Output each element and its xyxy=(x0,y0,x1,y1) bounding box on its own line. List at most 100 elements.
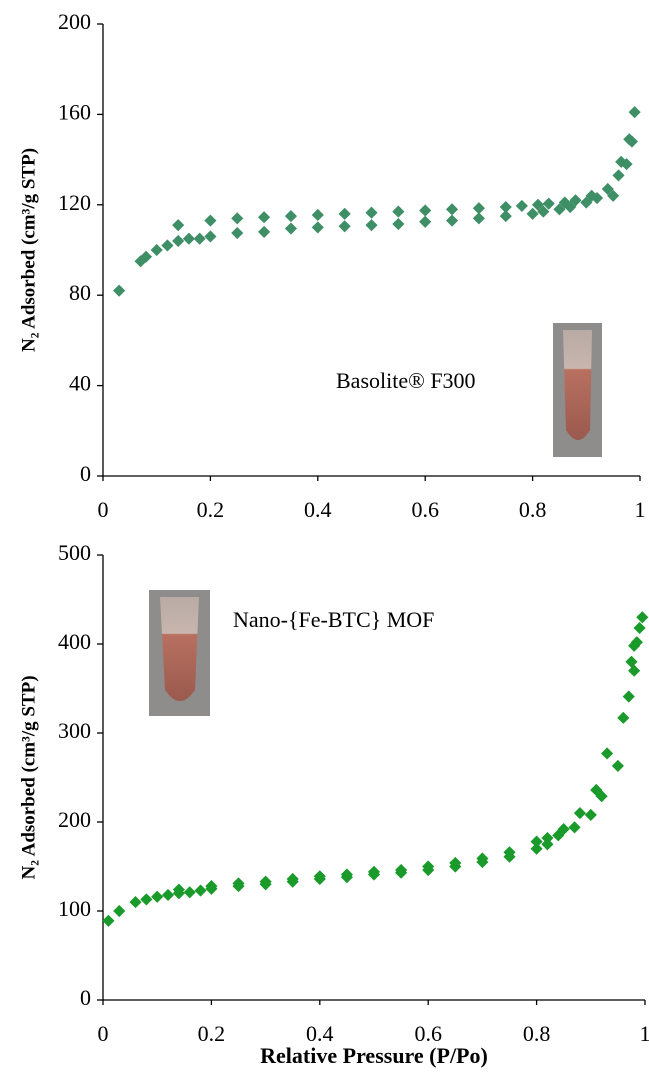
point xyxy=(472,212,485,225)
point xyxy=(515,199,528,212)
point xyxy=(590,191,604,205)
point xyxy=(258,211,271,224)
y-tick-label: 80 xyxy=(69,280,91,305)
point xyxy=(531,198,545,211)
point xyxy=(419,215,432,228)
point xyxy=(258,225,271,238)
point xyxy=(113,904,126,918)
y-tick-label: 40 xyxy=(69,371,91,396)
point xyxy=(600,747,614,760)
point xyxy=(445,214,459,227)
point xyxy=(590,783,603,797)
point xyxy=(625,135,639,148)
point xyxy=(601,182,614,196)
point xyxy=(537,205,550,218)
x-tick-label: 1 xyxy=(635,497,646,522)
y-tick-label: 100 xyxy=(58,896,91,921)
annotation: Basolite® F300 xyxy=(336,368,476,393)
point xyxy=(422,860,435,873)
point xyxy=(392,217,405,231)
point xyxy=(392,205,405,218)
point xyxy=(503,846,516,859)
y-axis-label: N₂ Adsorbed (cm³/g STP) xyxy=(18,675,39,879)
point xyxy=(625,655,638,668)
point xyxy=(204,214,217,227)
point xyxy=(620,158,633,171)
point xyxy=(286,872,299,886)
point xyxy=(569,194,582,207)
annotation: Nano-{Fe-BTC} MOF xyxy=(233,607,434,632)
point xyxy=(172,234,185,248)
point xyxy=(568,821,581,834)
x-tick-label: 0 xyxy=(98,497,109,522)
x-tick-label: 0.2 xyxy=(197,497,225,522)
y-tick-label: 200 xyxy=(58,9,91,34)
point xyxy=(232,877,245,890)
point xyxy=(633,621,646,635)
point xyxy=(472,202,485,215)
point xyxy=(150,243,163,257)
point xyxy=(557,823,570,836)
point xyxy=(172,883,185,896)
point xyxy=(183,886,196,899)
point xyxy=(530,842,543,855)
point xyxy=(499,210,512,223)
point xyxy=(612,169,625,182)
y-tick-label: 0 xyxy=(80,461,91,486)
point xyxy=(530,835,543,848)
point xyxy=(311,221,324,234)
y-tick-label: 0 xyxy=(80,985,91,1010)
point xyxy=(140,893,153,906)
point xyxy=(580,196,593,209)
point xyxy=(449,856,462,870)
point xyxy=(542,197,555,210)
point xyxy=(340,868,353,881)
point xyxy=(622,690,635,703)
point xyxy=(194,884,207,897)
point xyxy=(284,210,298,223)
x-tick-label: 0.6 xyxy=(411,497,439,522)
x-axis-label: Relative Pressure (P/Po) xyxy=(260,1043,488,1068)
point xyxy=(284,222,298,235)
point xyxy=(541,831,554,845)
x-tick-label: 1 xyxy=(640,1021,649,1046)
point xyxy=(553,203,566,216)
point xyxy=(151,890,164,903)
point xyxy=(338,207,351,220)
x-tick-label: 0 xyxy=(98,1021,109,1046)
point xyxy=(311,208,324,222)
photo-tube xyxy=(553,323,602,457)
point xyxy=(395,863,408,877)
x-tick-label: 0.4 xyxy=(306,1021,334,1046)
point xyxy=(231,212,244,225)
point xyxy=(630,636,643,649)
point xyxy=(113,284,126,297)
point xyxy=(367,865,381,878)
point xyxy=(129,896,142,909)
point xyxy=(476,852,489,865)
point xyxy=(617,711,630,724)
point xyxy=(193,232,206,245)
point xyxy=(445,203,459,216)
point xyxy=(564,200,577,214)
point xyxy=(607,189,620,202)
photo-tube xyxy=(149,590,210,716)
point xyxy=(584,808,597,821)
point xyxy=(628,106,641,119)
y-tick-label: 400 xyxy=(58,629,91,654)
point xyxy=(172,219,185,232)
point xyxy=(541,838,554,851)
x-tick-label: 0.8 xyxy=(523,1021,551,1046)
y-tick-label: 300 xyxy=(58,718,91,743)
point xyxy=(419,204,432,217)
point xyxy=(636,611,649,624)
point xyxy=(313,870,326,883)
point xyxy=(365,206,378,219)
point xyxy=(204,230,217,243)
point xyxy=(595,790,608,803)
point xyxy=(139,250,153,263)
point xyxy=(259,875,272,888)
point xyxy=(182,232,195,245)
y-tick-label: 500 xyxy=(58,540,91,565)
